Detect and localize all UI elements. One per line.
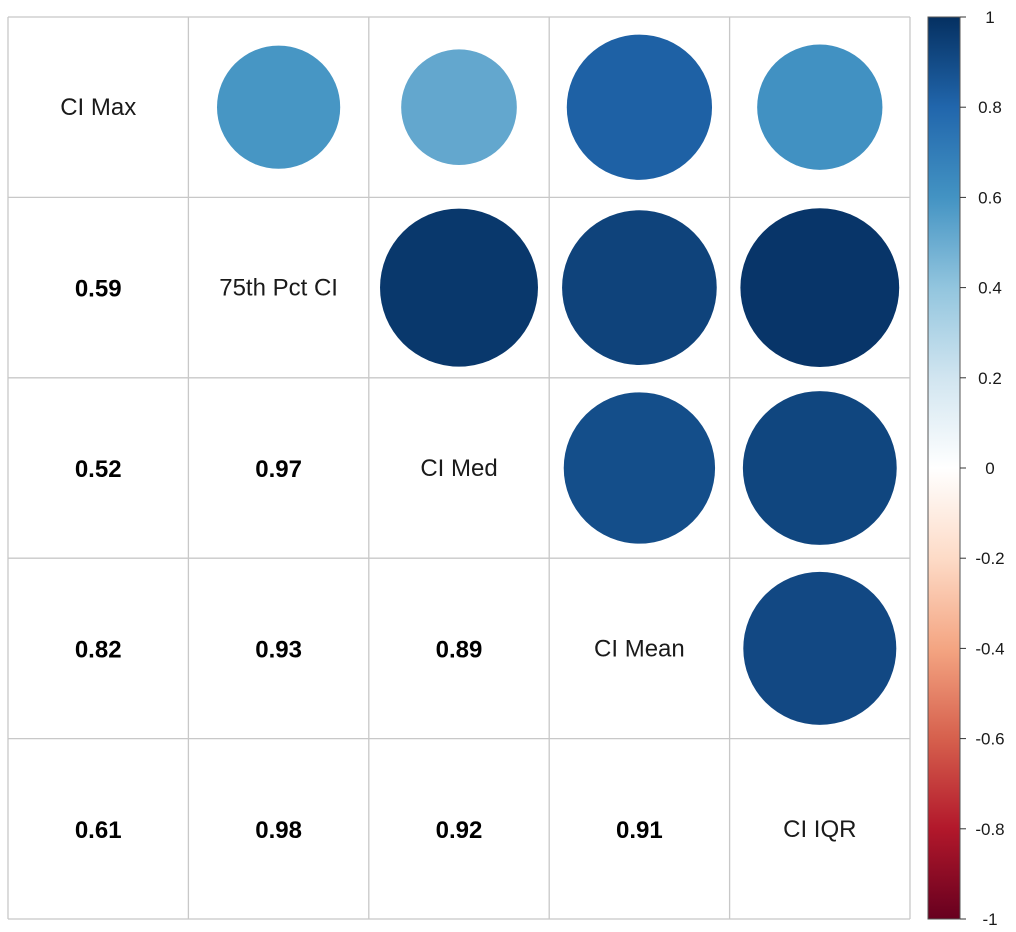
correlation-circle — [401, 49, 517, 166]
colorbar-tick-label: 0.8 — [978, 98, 1002, 117]
correlation-circle — [563, 392, 716, 544]
correlation-value-label: 0.61 — [75, 817, 122, 844]
variable-label: CI Mean — [594, 635, 685, 662]
correlation-value-label: 0.97 — [255, 456, 302, 483]
correlation-circle — [757, 44, 883, 170]
colorbar-gradient — [927, 16, 961, 920]
correlation-circle — [742, 391, 897, 545]
correlation-circle — [740, 208, 900, 367]
correlation-value-label: 0.59 — [75, 276, 122, 303]
correlation-value-label: 0.89 — [436, 636, 483, 663]
colorbar-tick-label: 0.4 — [978, 279, 1002, 298]
colorbar-tick-label: -0.4 — [975, 639, 1004, 658]
correlation-circle — [380, 208, 538, 367]
correlation-circle — [216, 45, 341, 169]
correlation-value-label: 0.98 — [255, 817, 302, 844]
correlation-value-label: 0.91 — [616, 817, 663, 844]
correlation-circle — [566, 34, 713, 180]
correlation-circle — [743, 571, 897, 725]
correlation-value-label: 0.92 — [436, 817, 483, 844]
correlation-value-label: 0.82 — [75, 636, 122, 663]
colorbar-tick-label: 1 — [985, 8, 994, 27]
matrix-cells: CI Max 75th Pct CI CI Med CI Mean CI IQR 0.59… — [60, 34, 900, 844]
variable-label: CI Med — [420, 455, 497, 482]
colorbar-tick-label: 0.2 — [978, 369, 1002, 388]
correlation-circle — [562, 210, 717, 365]
correlation-value-label: 0.93 — [255, 636, 302, 663]
colorbar-tick-label: 0 — [985, 459, 994, 478]
variable-label: 75th Pct CI — [219, 275, 338, 302]
variable-label: CI Max — [60, 94, 136, 121]
matrix-grid — [7, 16, 911, 920]
colorbar-tick-label: -0.8 — [975, 820, 1004, 839]
colorbar-tick-label: -0.6 — [975, 730, 1004, 749]
correlation-value-label: 0.52 — [75, 456, 122, 483]
colorbar-tick-label: 0.6 — [978, 188, 1002, 207]
variable-label: CI IQR — [783, 816, 856, 843]
colorbar-tick-label: -1 — [982, 910, 997, 929]
colorbar-tick-label: -0.2 — [975, 549, 1004, 568]
colorbar: 1 0.8 0.6 0.4 0.2 0 -0.2 -0.4 -0.6 -0.8 -1 — [927, 8, 1005, 929]
